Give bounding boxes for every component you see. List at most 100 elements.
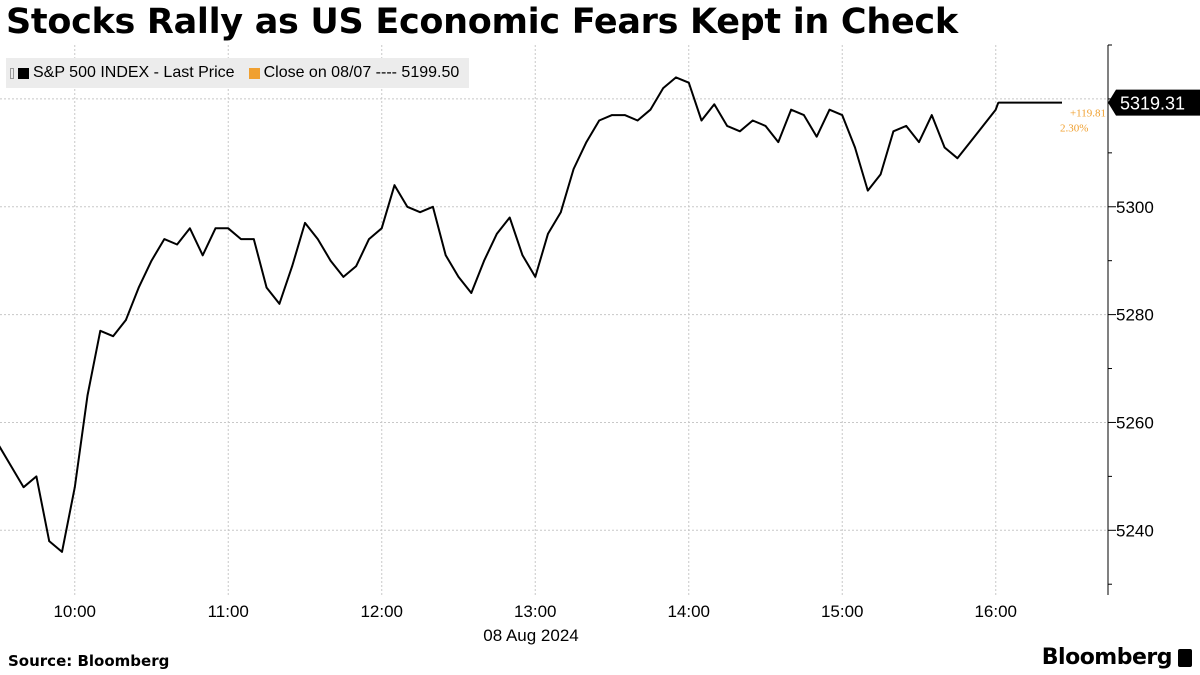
x-date-label: 08 Aug 2024 (483, 626, 578, 645)
price-point (432, 205, 434, 208)
price-point (713, 103, 716, 106)
price-point (726, 125, 728, 127)
price-point (355, 265, 357, 267)
change-pct-label: 2.30% (1060, 123, 1088, 135)
price-point (214, 227, 217, 230)
price-point (86, 394, 89, 397)
price-point (35, 475, 38, 478)
price-point (815, 135, 818, 138)
price-point (598, 119, 601, 122)
x-tick-label: 15:00 (821, 602, 864, 621)
price-point (892, 130, 895, 133)
legend-series-label: S&P 500 INDEX - Last Price (33, 64, 235, 81)
price-point (496, 232, 498, 235)
price-point (61, 551, 63, 553)
last-value-text: 5319.31 (1120, 94, 1185, 114)
price-point (662, 87, 664, 89)
price-point (547, 232, 549, 235)
change-abs-label: +119.81 (1070, 108, 1106, 120)
price-point (99, 329, 102, 332)
x-tick-label: 14:00 (667, 602, 710, 621)
price-point (304, 222, 306, 224)
x-tick-label: 11:00 (208, 602, 249, 621)
price-point (176, 243, 178, 246)
legend: S&P 500 INDEX - Last Price Close on 08/0… (6, 58, 470, 88)
price-point (687, 81, 690, 84)
last-value-tag-bg (1108, 89, 1200, 116)
price-point (636, 119, 639, 122)
terminal-icon (1178, 648, 1192, 667)
price-point (112, 335, 114, 337)
legend-reference-label: Close on 08/07 ---- 5199.50 (263, 64, 460, 81)
chart-title: Stocks Rally as US Economic Fears Kept i… (6, 2, 958, 42)
price-point (867, 189, 869, 192)
price-point (739, 130, 741, 133)
series (0, 76, 1062, 553)
price-point (419, 211, 421, 213)
y-tick-label: 5300 (1116, 198, 1154, 217)
legend-handle-icon (10, 67, 14, 79)
price-point (508, 216, 511, 219)
price-point (585, 141, 588, 143)
price-point (265, 286, 268, 289)
x-tick-label: 10:00 (53, 602, 96, 621)
x-tick-label: 12:00 (360, 602, 403, 621)
price-point (828, 108, 831, 111)
price-point (48, 540, 50, 542)
price-point (316, 238, 319, 240)
price-point (675, 76, 677, 79)
price-point (930, 114, 933, 116)
price-point (905, 125, 908, 127)
price-point (342, 276, 345, 278)
price-point (368, 238, 370, 240)
price-point (125, 319, 127, 321)
price-point (201, 254, 204, 257)
price-point (879, 173, 882, 176)
price-point (291, 265, 294, 267)
price-point (918, 141, 920, 143)
legend-item-series[interactable]: S&P 500 INDEX - Last Price (10, 64, 235, 82)
legend-swatch-black (18, 67, 29, 79)
price-point (611, 114, 613, 116)
price-point (969, 141, 971, 143)
price-point (329, 259, 332, 262)
price-point (623, 114, 626, 116)
legend-item-reference[interactable]: Close on 08/07 ---- 5199.50 (248, 64, 460, 82)
value-labels: +119.81 2.30% 5319.31 (1060, 89, 1200, 135)
x-axis: 10:00 11:00 12:00 13:00 14:00 15:00 16:00 08 Au… (53, 602, 1017, 645)
price-point (393, 184, 396, 186)
price-point (444, 254, 447, 257)
price-point (137, 286, 140, 289)
price-point (483, 259, 485, 262)
price-point (982, 125, 984, 127)
price-point (534, 276, 537, 278)
source-note: Source: Bloomberg (8, 652, 170, 670)
price-point (9, 464, 12, 467)
price-point (790, 108, 792, 111)
price-point (470, 292, 473, 294)
price-point (994, 108, 997, 111)
price-point (227, 227, 230, 230)
grid (0, 45, 1108, 595)
price-point (253, 238, 255, 240)
price-point (163, 238, 166, 240)
price-point (841, 114, 844, 116)
price-point (649, 108, 652, 111)
price-point (560, 211, 562, 213)
logo-text: Bloomberg (1041, 645, 1173, 670)
price-point (457, 276, 460, 278)
price-point (189, 227, 191, 230)
price-point (73, 486, 76, 488)
price-point (700, 119, 703, 122)
price-point (278, 303, 281, 305)
y-tick-label: 5260 (1116, 413, 1154, 432)
legend-swatch-orange (248, 67, 260, 79)
y-tick-label: 5280 (1116, 306, 1154, 325)
price-point (22, 486, 25, 488)
price-point (943, 146, 946, 149)
price-point (150, 259, 153, 262)
price-point (240, 238, 242, 240)
x-tick-label: 13:00 (514, 602, 557, 621)
x-tick-label: 16:00 (974, 602, 1017, 621)
